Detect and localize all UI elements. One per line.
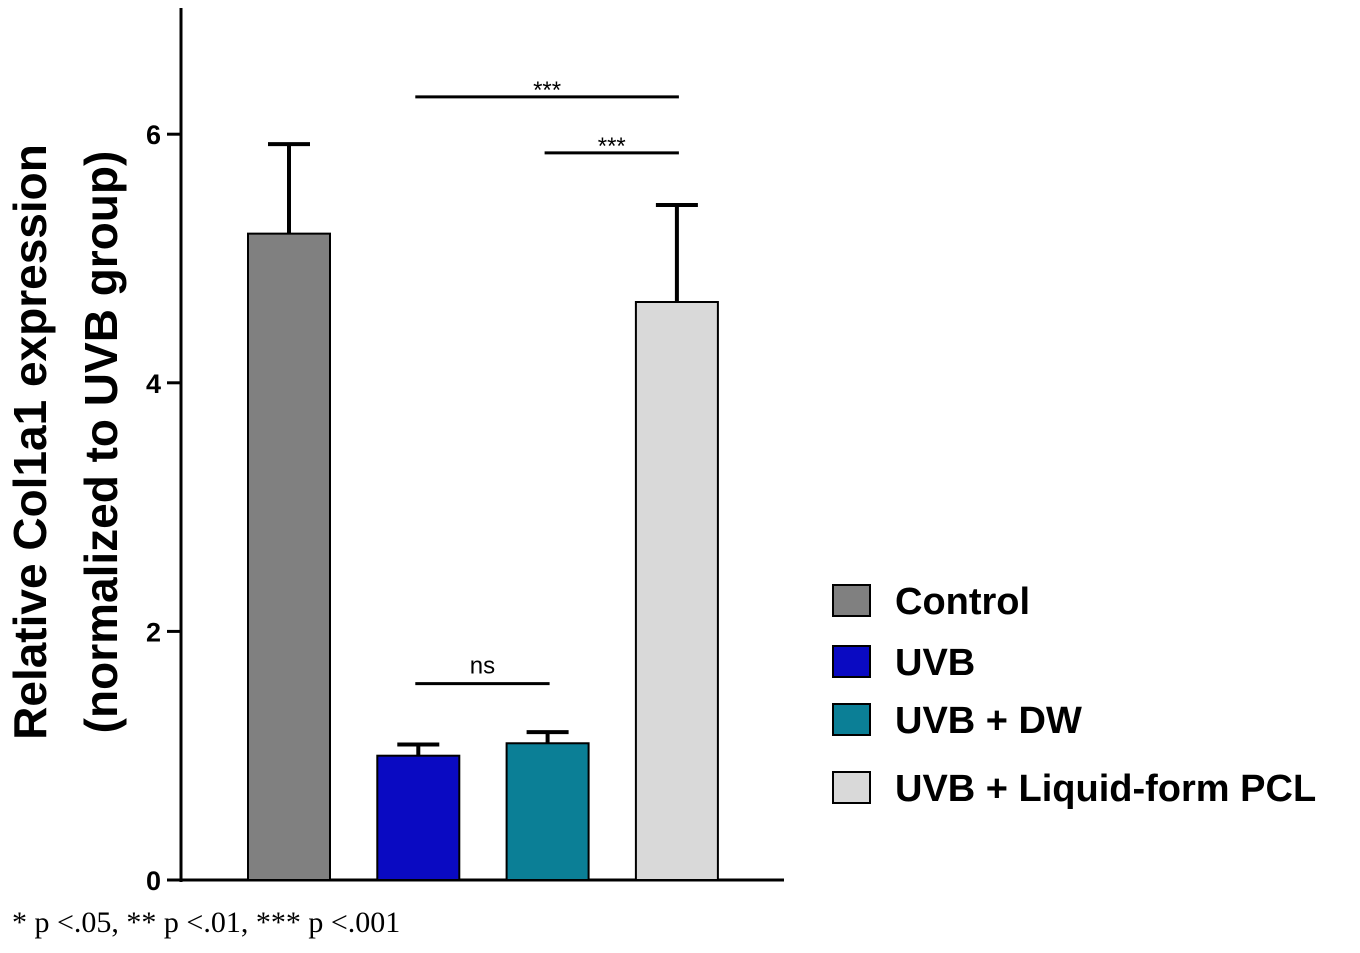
legend-swatch	[832, 645, 871, 678]
bar	[505, 742, 590, 882]
y-axis-label-line2: (normalized to UVB group)	[75, 151, 127, 734]
legend-swatch	[832, 703, 871, 736]
significance-footnote: * p <.05, ** p <.01, *** p <.001	[12, 906, 401, 939]
y-axis-label-line1: Relative Col1a1 expression	[4, 144, 56, 740]
legend-swatch	[832, 771, 871, 804]
legend-swatch	[832, 584, 871, 617]
y-tick-label: 4	[146, 369, 161, 399]
y-tick-label: 0	[146, 866, 161, 896]
bar	[247, 232, 331, 881]
significance-label: ***	[598, 133, 626, 160]
bar	[634, 301, 719, 881]
significance-label: ***	[533, 77, 561, 104]
y-tick-label: 2	[146, 617, 161, 647]
legend-label: UVB + DW	[895, 700, 1082, 742]
significance-label: ns	[470, 653, 495, 680]
legend-label: UVB	[895, 642, 975, 684]
bar	[376, 754, 461, 882]
y-tick-label: 6	[146, 120, 161, 150]
legend-label: UVB + Liquid-form PCL	[895, 768, 1316, 810]
legend-label: Control	[895, 581, 1030, 623]
